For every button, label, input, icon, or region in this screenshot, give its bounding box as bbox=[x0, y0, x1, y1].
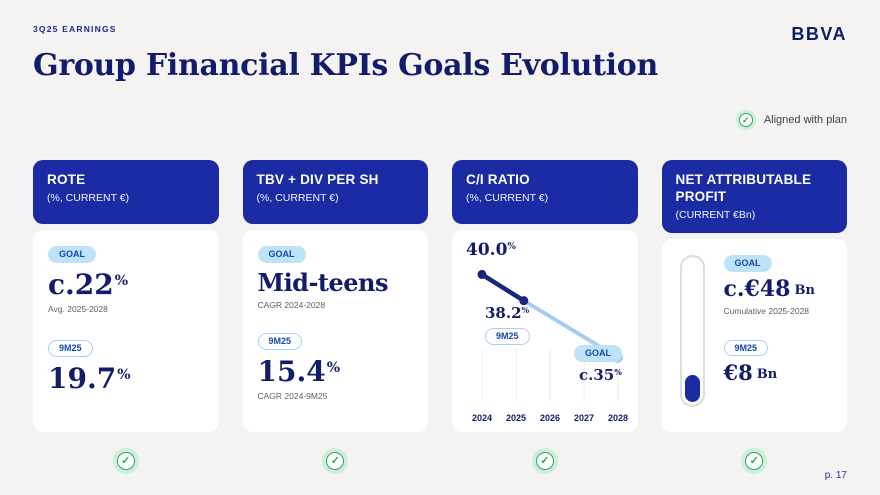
check-icon: ✓ bbox=[322, 448, 349, 474]
period-badge: 9M25 bbox=[485, 328, 530, 345]
percent-unit: % bbox=[614, 367, 622, 377]
percent-unit: % bbox=[521, 305, 530, 315]
card-subtitle: (%, CURRENT €) bbox=[47, 191, 130, 204]
bn-unit: Bn bbox=[794, 282, 815, 298]
period-badge: 9M25 bbox=[257, 332, 303, 350]
ci-ratio-chart: 40.0% 38.2% 9M25 GOAL c.35% 2024 2025 20… bbox=[452, 230, 638, 432]
x-axis-labels: 2024 2025 2026 2027 2028 bbox=[465, 413, 635, 423]
year-label: 2027 bbox=[573, 413, 595, 423]
goal-badge: GOAL bbox=[574, 345, 622, 362]
year-label: 2024 bbox=[471, 413, 493, 423]
card-net-profit: NET ATTRIBUTABLE PROFIT (CURRENT €Bn) GO… bbox=[661, 160, 847, 432]
goal-value: c.€48 Bn bbox=[723, 275, 815, 302]
year-label: 2026 bbox=[539, 413, 561, 423]
kpi-cards: ROTE (%, CURRENT €) GOAL c.22% Avg. 2025… bbox=[33, 160, 847, 474]
card-tbv-header: TBV + DIV PER SH (%, CURRENT €) bbox=[242, 160, 428, 224]
card-title: ROTE bbox=[47, 172, 86, 187]
percent-unit: % bbox=[114, 272, 129, 289]
column-tbv-div: TBV + DIV PER SH (%, CURRENT €) GOAL Mid… bbox=[242, 160, 429, 474]
year-label: 2025 bbox=[505, 413, 527, 423]
period-value: 19.7% bbox=[48, 361, 131, 395]
card-ci-ratio: C/I RATIO (%, CURRENT €) bbox=[452, 160, 638, 432]
check-icon: ✓ bbox=[735, 110, 756, 130]
card-rote-header: ROTE (%, CURRENT €) bbox=[33, 160, 219, 224]
period-note: CAGR 2024-9M25 bbox=[257, 391, 328, 402]
progress-thermometer bbox=[679, 254, 705, 407]
profit-figures: GOAL c.€48 Bn Cumulative 2025-2028 9M25 €… bbox=[723, 253, 842, 386]
goal-note: Avg. 2025-2028 bbox=[48, 304, 108, 315]
thermometer-fill bbox=[684, 374, 700, 402]
check-icon: ✓ bbox=[741, 448, 768, 474]
top-bar: 3Q25 EARNINGS BBVA bbox=[33, 24, 847, 45]
goal-note: CAGR 2024-2028 bbox=[257, 299, 326, 310]
bbva-logo: BBVA bbox=[791, 24, 847, 44]
goal-note: Cumulative 2025-2028 bbox=[723, 305, 810, 316]
card-rote: ROTE (%, CURRENT €) GOAL c.22% Avg. 2025… bbox=[33, 160, 219, 432]
status-row: ✓ bbox=[662, 448, 848, 474]
aligned-with-plan: ✓ Aligned with plan bbox=[735, 110, 847, 130]
chart-mid-value: 38.2% bbox=[485, 304, 530, 322]
page-number: p. 17 bbox=[824, 470, 847, 481]
card-tbv-div: TBV + DIV PER SH (%, CURRENT €) GOAL Mid… bbox=[242, 160, 428, 432]
column-ci-ratio: C/I RATIO (%, CURRENT €) bbox=[452, 160, 638, 474]
column-rote: ROTE (%, CURRENT €) GOAL c.22% Avg. 2025… bbox=[33, 160, 219, 474]
goal-badge: GOAL bbox=[723, 254, 772, 272]
bn-unit: Bn bbox=[756, 367, 778, 383]
card-profit-body: GOAL c.€48 Bn Cumulative 2025-2028 9M25 €… bbox=[661, 238, 847, 432]
card-rote-body: GOAL c.22% Avg. 2025-2028 9M25 19.7% bbox=[33, 230, 219, 432]
card-title: TBV + DIV PER SH bbox=[256, 172, 379, 187]
column-net-profit: NET ATTRIBUTABLE PROFIT (CURRENT €Bn) GO… bbox=[661, 160, 848, 474]
goal-value: c.22% bbox=[48, 267, 129, 301]
card-profit-header: NET ATTRIBUTABLE PROFIT (CURRENT €Bn) bbox=[661, 160, 847, 233]
percent-unit: % bbox=[326, 359, 341, 376]
percent-unit: % bbox=[117, 366, 131, 383]
period-badge: 9M25 bbox=[723, 339, 769, 357]
status-row: ✓ bbox=[243, 448, 429, 474]
chart-goal-value: c.35% bbox=[579, 366, 622, 384]
card-ci-header: C/I RATIO (%, CURRENT €) bbox=[452, 160, 638, 224]
year-label: 2028 bbox=[607, 413, 629, 423]
status-row: ✓ bbox=[452, 448, 638, 474]
status-row: ✓ bbox=[33, 448, 219, 474]
check-icon: ✓ bbox=[531, 448, 558, 474]
check-icon: ✓ bbox=[112, 448, 139, 474]
card-subtitle: (%, CURRENT €) bbox=[256, 191, 339, 204]
period-badge: 9M25 bbox=[48, 340, 93, 357]
percent-unit: % bbox=[507, 242, 516, 252]
card-subtitle: (%, CURRENT €) bbox=[466, 191, 549, 204]
page-title: Group Financial KPIs Goals Evolution bbox=[33, 48, 658, 83]
eyebrow-label: 3Q25 EARNINGS bbox=[33, 24, 117, 34]
chart-start-value: 40.0% bbox=[466, 240, 516, 260]
aligned-label: Aligned with plan bbox=[763, 114, 847, 126]
card-subtitle: (CURRENT €Bn) bbox=[675, 208, 756, 221]
card-title: NET ATTRIBUTABLE PROFIT bbox=[675, 172, 812, 204]
goal-badge: GOAL bbox=[48, 246, 96, 263]
period-value: €8 Bn bbox=[723, 360, 778, 386]
goal-value: Mid-teens bbox=[257, 267, 389, 297]
goal-badge: GOAL bbox=[257, 246, 306, 263]
line-chart bbox=[477, 269, 624, 402]
card-title: C/I RATIO bbox=[466, 172, 530, 187]
period-value: 15.4% bbox=[257, 354, 341, 388]
card-tbv-body: GOAL Mid-teens CAGR 2024-2028 9M25 15.4%… bbox=[242, 230, 428, 432]
